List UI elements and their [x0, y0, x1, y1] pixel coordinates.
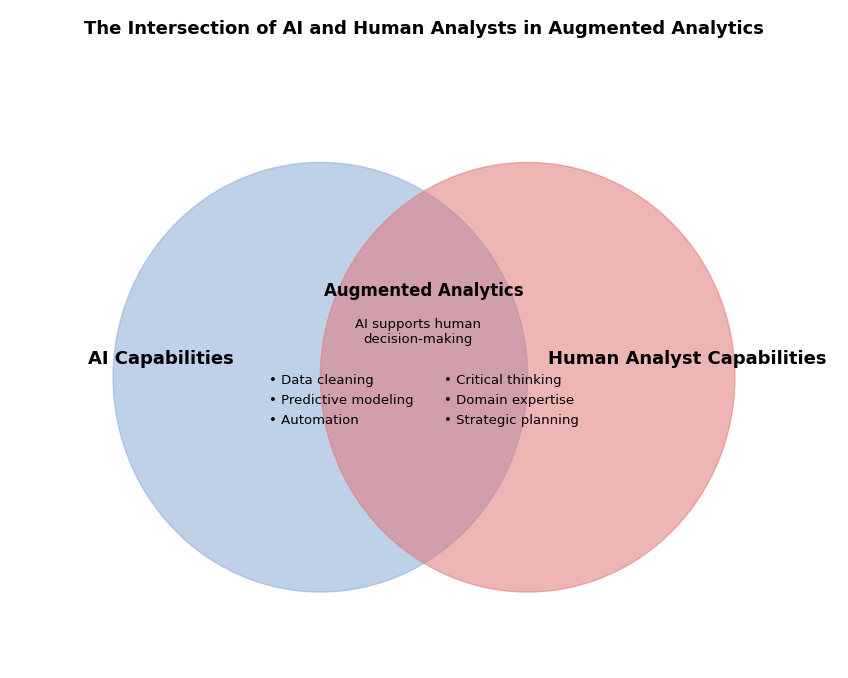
Text: Augmented Analytics: Augmented Analytics: [324, 282, 524, 300]
Text: Human Analyst Capabilities: Human Analyst Capabilities: [548, 351, 826, 368]
Ellipse shape: [113, 163, 527, 592]
Text: AI Capabilities: AI Capabilities: [88, 351, 234, 368]
Text: • Critical thinking
• Domain expertise
• Strategic planning: • Critical thinking • Domain expertise •…: [444, 374, 579, 427]
Text: AI supports human
decision-making: AI supports human decision-making: [355, 319, 482, 346]
Text: The Intersection of AI and Human Analysts in Augmented Analytics: The Intersection of AI and Human Analyst…: [84, 20, 764, 39]
Ellipse shape: [321, 163, 735, 592]
Text: • Data cleaning
• Predictive modeling
• Automation: • Data cleaning • Predictive modeling • …: [269, 374, 413, 427]
